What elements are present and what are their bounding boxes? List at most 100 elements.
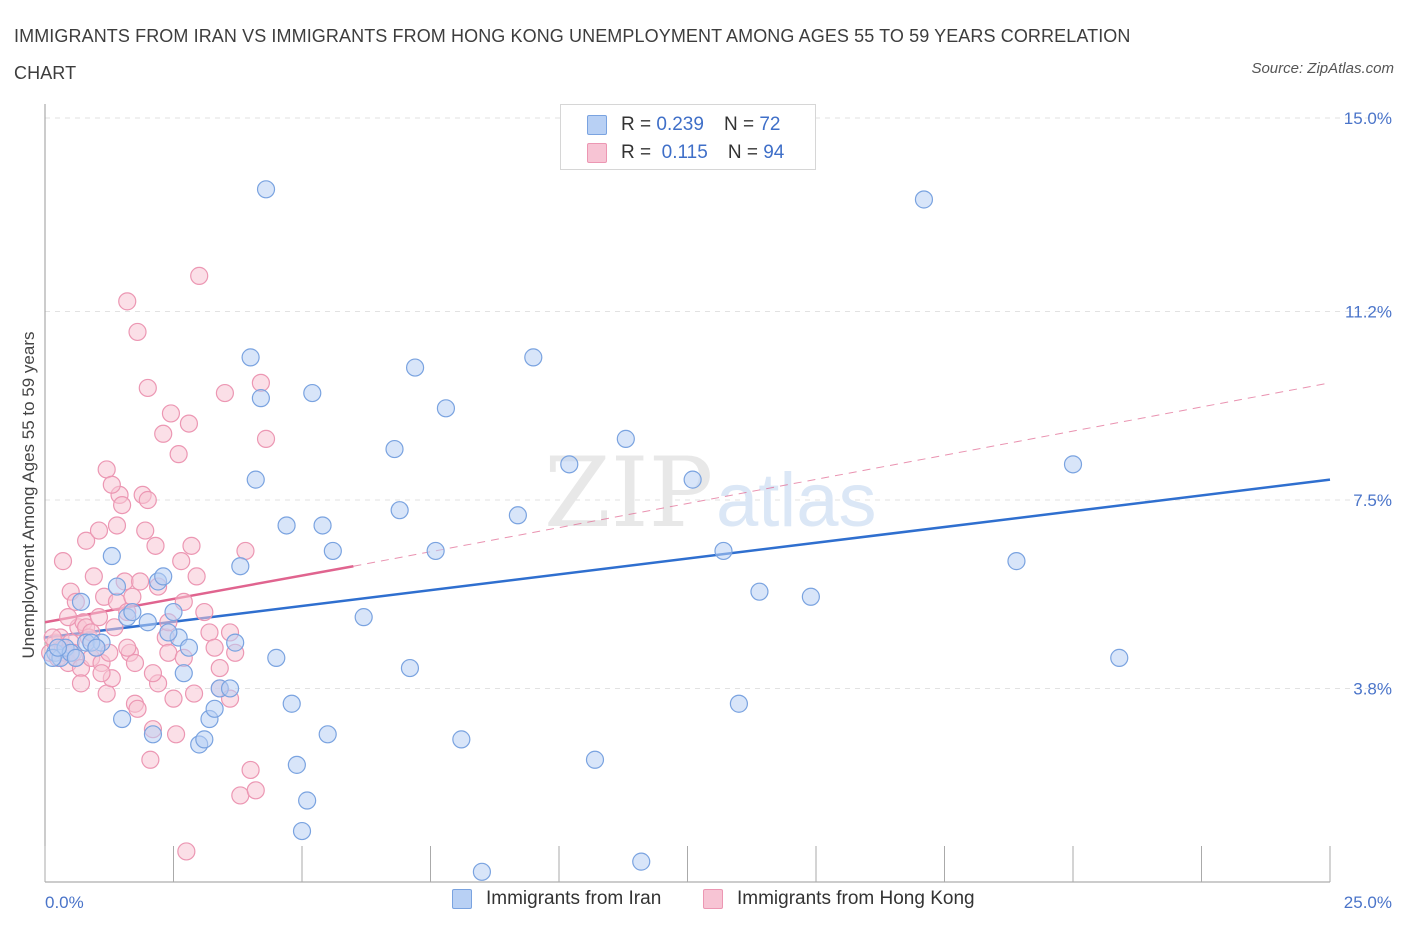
points-iran xyxy=(43,180,1129,881)
point-iran-35 xyxy=(287,755,306,774)
point-iran-71 xyxy=(159,623,178,642)
point-hongkong-73 xyxy=(77,531,96,550)
series-legend-hongkong: Immigrants from Hong Kong xyxy=(703,888,975,910)
point-iran-11 xyxy=(123,602,142,622)
series-legend: Immigrants from Iran Immigrants from Hon… xyxy=(0,888,1406,916)
trend-line-iran xyxy=(44,478,1331,639)
point-hongkong-64 xyxy=(236,541,255,561)
point-iran-23 xyxy=(205,699,224,718)
correlation-legend: R = 0.239 N = 72 R = 0.115 N = 94 xyxy=(560,104,816,170)
point-iran-67 xyxy=(48,638,67,657)
point-hongkong-43 xyxy=(159,643,178,662)
point-hongkong-85 xyxy=(71,674,91,693)
point-iran-58 xyxy=(714,541,733,561)
point-iran-19 xyxy=(179,638,199,657)
point-hongkong-87 xyxy=(118,638,137,657)
y-tick-label-0: 3.8% xyxy=(1353,679,1392,698)
point-hongkong-56 xyxy=(195,602,214,622)
point-iran-62 xyxy=(914,190,934,209)
point-hongkong-20 xyxy=(97,684,116,703)
point-iran-51 xyxy=(508,506,527,525)
point-hongkong-75 xyxy=(89,521,109,540)
point-hongkong-55 xyxy=(190,266,209,285)
y-tick-label-1: 7.5% xyxy=(1353,491,1392,510)
point-hongkong-68 xyxy=(256,429,276,448)
point-hongkong-84 xyxy=(92,664,111,683)
point-iran-25 xyxy=(220,679,240,698)
trend-line-hongkong-dashed xyxy=(353,382,1331,567)
legend-r-value-iran: 0.239 xyxy=(656,114,704,135)
point-iran-47 xyxy=(426,541,445,561)
point-hongkong-91 xyxy=(59,608,78,627)
point-iran-12 xyxy=(138,613,157,632)
legend-r-value-hongkong: 0.115 xyxy=(661,142,708,163)
point-hongkong-89 xyxy=(210,658,229,678)
x-tick-label-1: 25.0% xyxy=(1344,893,1392,912)
point-iran-57 xyxy=(683,470,702,489)
point-iran-33 xyxy=(277,516,296,535)
point-hongkong-47 xyxy=(169,445,188,464)
source-credit: Source: ZipAtlas.com xyxy=(1251,60,1394,77)
point-iran-61 xyxy=(801,587,820,606)
point-iran-59 xyxy=(729,694,749,713)
point-hongkong-26 xyxy=(112,495,132,515)
chart-title: IMMIGRANTS FROM IRAN VS IMMIGRANTS FROM … xyxy=(14,26,1131,83)
point-hongkong-52 xyxy=(182,536,201,555)
point-iran-56 xyxy=(632,852,651,871)
point-iran-52 xyxy=(524,348,543,367)
point-iran-41 xyxy=(323,541,342,561)
point-iran-63 xyxy=(1007,552,1026,571)
point-iran-37 xyxy=(298,791,317,810)
point-iran-53 xyxy=(560,455,579,474)
point-hongkong-54 xyxy=(187,567,206,586)
point-iran-39 xyxy=(313,516,332,535)
point-hongkong-30 xyxy=(123,587,142,606)
point-iran-44 xyxy=(390,501,409,520)
point-iran-15 xyxy=(154,567,173,586)
point-iran-64 xyxy=(1063,455,1083,474)
point-iran-55 xyxy=(616,429,635,448)
series-legend-iran: Immigrants from Iran xyxy=(452,888,661,910)
watermark: ZIP atlas xyxy=(544,437,877,549)
point-iran-68 xyxy=(66,648,85,667)
point-iran-48 xyxy=(436,399,456,418)
point-hongkong-41 xyxy=(154,424,173,443)
point-iran-16 xyxy=(164,602,183,622)
point-iran-26 xyxy=(226,633,245,652)
point-hongkong-39 xyxy=(146,536,165,555)
point-iran-32 xyxy=(267,648,286,667)
watermark-zip: ZIP xyxy=(544,437,713,549)
point-hongkong-46 xyxy=(166,725,186,744)
point-iran-29 xyxy=(246,470,265,489)
y-tick-labels: 3.8% 7.5% 11.2% 15.0% xyxy=(1344,109,1392,698)
point-iran-40 xyxy=(318,725,337,744)
point-hongkong-60 xyxy=(215,383,234,403)
legend-n-value-iran: 72 xyxy=(759,114,781,135)
point-iran-30 xyxy=(251,389,270,408)
grid-lines xyxy=(45,117,1385,689)
point-hongkong-81 xyxy=(138,378,157,398)
point-hongkong-37 xyxy=(141,750,160,769)
point-iran-70 xyxy=(87,638,106,657)
legend-r-label: R = xyxy=(621,114,652,135)
point-iran-42 xyxy=(354,608,373,627)
point-iran-43 xyxy=(385,439,404,459)
y-tick-label-3: 15.0% xyxy=(1344,109,1392,128)
point-iran-13 xyxy=(143,725,163,744)
y-tick-label-2: 11.2% xyxy=(1345,303,1392,322)
point-hongkong-48 xyxy=(172,552,191,571)
point-iran-46 xyxy=(405,358,425,377)
point-hongkong-66 xyxy=(246,781,265,800)
legend-n-value-hongkong: 94 xyxy=(763,142,785,163)
point-hongkong-17 xyxy=(89,608,109,627)
series-swatch-iran xyxy=(452,889,472,909)
point-hongkong-80 xyxy=(128,322,147,342)
axes xyxy=(44,104,1331,883)
point-hongkong-33 xyxy=(130,572,150,591)
x-tick-label-0: 0.0% xyxy=(45,893,84,912)
point-hongkong-51 xyxy=(179,414,199,433)
point-iran-65 xyxy=(1110,648,1129,667)
point-iran-28 xyxy=(241,348,260,367)
point-iran-18 xyxy=(174,664,193,683)
